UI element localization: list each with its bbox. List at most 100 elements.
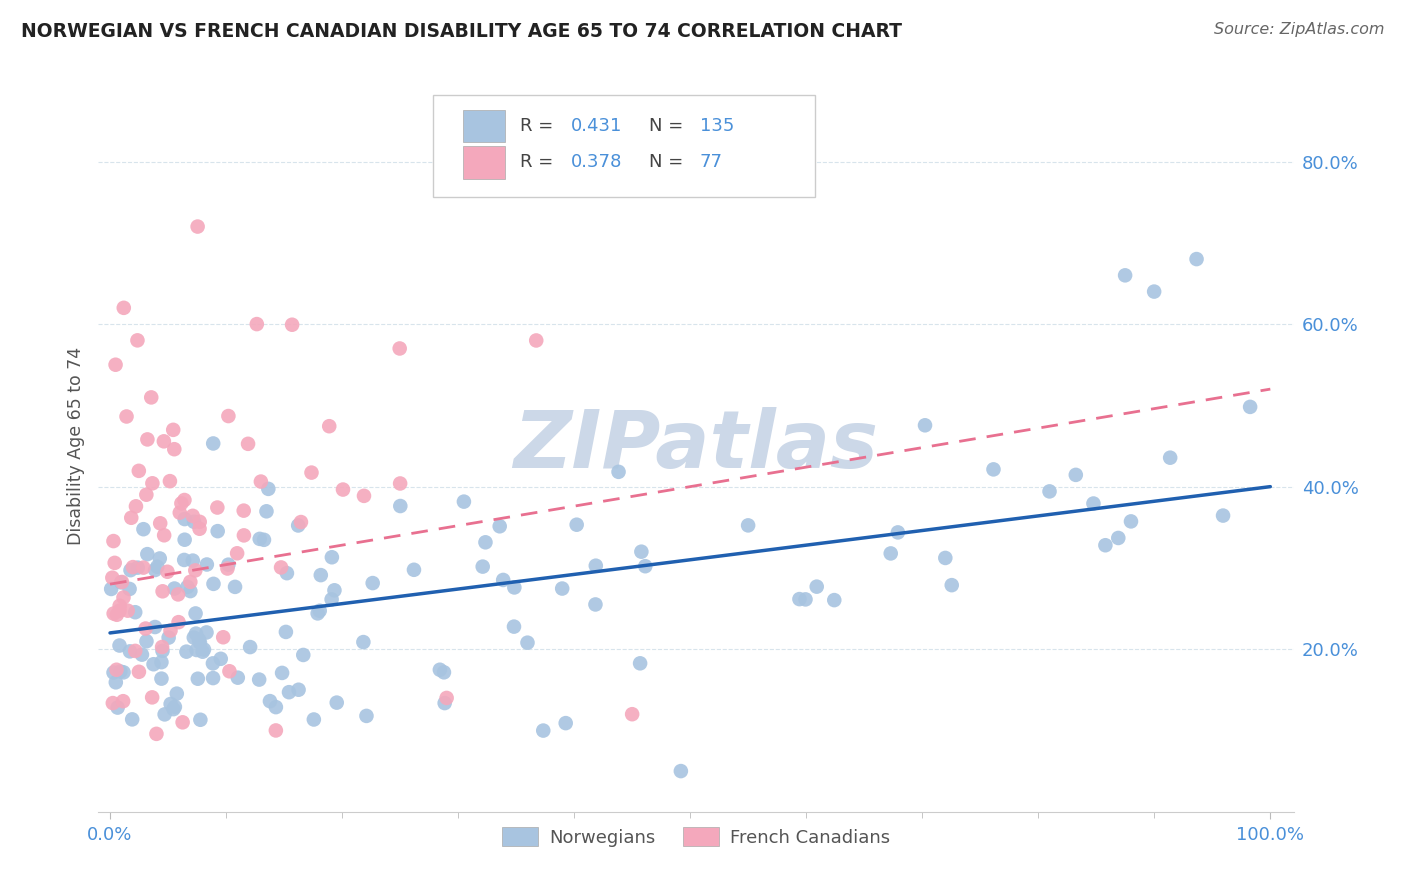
- Point: [121, 712, 143, 726]
- Point: [156, 565, 179, 579]
- Point: [110, 575, 132, 590]
- Point: [628, 657, 651, 671]
- Point: [146, 559, 169, 574]
- Point: [127, 560, 149, 574]
- Point: [1143, 285, 1166, 299]
- Point: [195, 558, 218, 572]
- Point: [157, 631, 180, 645]
- Point: [167, 615, 190, 629]
- Point: [101, 571, 124, 585]
- Point: [226, 546, 249, 560]
- Point: [321, 550, 343, 565]
- Point: [143, 563, 166, 577]
- Point: [274, 624, 297, 639]
- Point: [181, 508, 204, 523]
- Point: [634, 559, 657, 574]
- Point: [236, 437, 259, 451]
- Point: [163, 699, 186, 714]
- Point: [188, 515, 211, 529]
- Point: [181, 553, 204, 567]
- Point: [108, 599, 131, 613]
- Point: [159, 697, 181, 711]
- Point: [264, 700, 287, 714]
- Point: [170, 496, 193, 510]
- Point: [276, 566, 298, 581]
- Text: 0.378: 0.378: [571, 153, 621, 171]
- Point: [217, 409, 239, 423]
- Point: [173, 533, 195, 547]
- Point: [323, 583, 346, 598]
- Point: [402, 563, 425, 577]
- Point: [474, 535, 496, 549]
- Point: [128, 464, 150, 478]
- Point: [1038, 484, 1060, 499]
- Point: [209, 652, 232, 666]
- FancyBboxPatch shape: [433, 95, 815, 197]
- Point: [207, 524, 229, 538]
- Point: [290, 515, 312, 529]
- Point: [172, 715, 194, 730]
- Point: [173, 512, 195, 526]
- Point: [789, 592, 811, 607]
- Point: [183, 515, 205, 529]
- Point: [806, 580, 828, 594]
- Point: [103, 534, 125, 549]
- Point: [163, 442, 186, 457]
- Point: [128, 665, 150, 679]
- Point: [1119, 515, 1142, 529]
- Point: [190, 713, 212, 727]
- Point: [117, 604, 139, 618]
- Point: [259, 694, 281, 708]
- Point: [212, 630, 235, 644]
- Point: [150, 640, 173, 654]
- Point: [107, 700, 129, 714]
- Point: [270, 560, 292, 574]
- Y-axis label: Disability Age 65 to 74: Disability Age 65 to 74: [66, 347, 84, 545]
- Point: [302, 713, 325, 727]
- Point: [153, 434, 176, 449]
- Point: [301, 466, 323, 480]
- Point: [1114, 268, 1136, 283]
- Point: [607, 465, 630, 479]
- Point: [176, 645, 198, 659]
- Point: [1185, 252, 1208, 266]
- Point: [100, 582, 122, 596]
- Point: [941, 578, 963, 592]
- Point: [105, 663, 128, 677]
- Text: 0.431: 0.431: [571, 117, 621, 135]
- Point: [630, 544, 652, 558]
- Point: [565, 517, 588, 532]
- Point: [246, 317, 269, 331]
- FancyBboxPatch shape: [463, 110, 505, 143]
- Text: R =: R =: [520, 153, 560, 171]
- Point: [264, 723, 287, 738]
- Point: [111, 574, 134, 589]
- Point: [173, 553, 195, 567]
- Point: [250, 475, 273, 489]
- Point: [531, 723, 554, 738]
- Point: [167, 587, 190, 601]
- Point: [163, 582, 186, 596]
- Point: [287, 682, 309, 697]
- Point: [193, 642, 215, 657]
- Point: [226, 671, 249, 685]
- Point: [132, 560, 155, 574]
- Point: [145, 727, 167, 741]
- Text: NORWEGIAN VS FRENCH CANADIAN DISABILITY AGE 65 TO 74 CORRELATION CHART: NORWEGIAN VS FRENCH CANADIAN DISABILITY …: [21, 22, 903, 41]
- Point: [794, 592, 817, 607]
- Point: [224, 580, 246, 594]
- Point: [271, 665, 294, 680]
- Text: 77: 77: [700, 153, 723, 171]
- Point: [150, 672, 173, 686]
- Point: [1159, 450, 1181, 465]
- Point: [120, 563, 142, 577]
- Point: [135, 634, 157, 648]
- Point: [217, 561, 239, 575]
- Point: [141, 391, 163, 405]
- Point: [169, 506, 191, 520]
- Point: [162, 702, 184, 716]
- Point: [153, 528, 176, 542]
- Point: [118, 644, 141, 658]
- Point: [318, 419, 340, 434]
- Point: [141, 690, 163, 705]
